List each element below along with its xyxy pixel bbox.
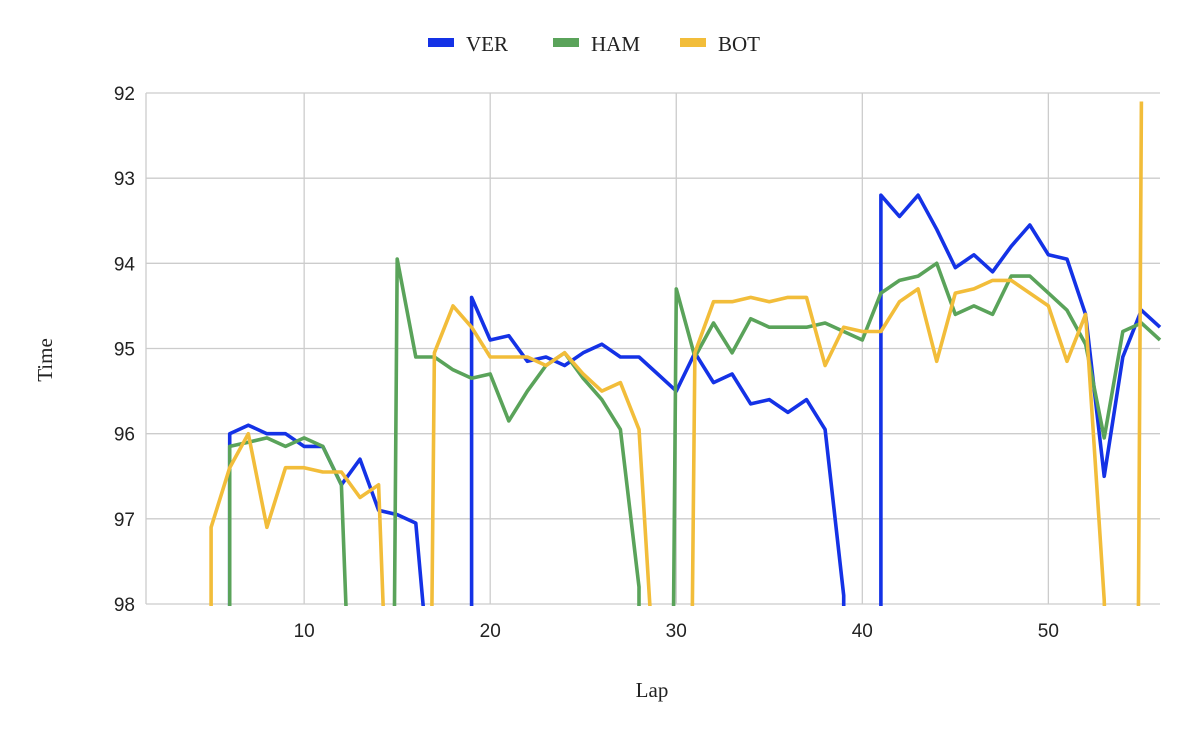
x-tick-label: 20	[480, 621, 501, 642]
legend-swatch-bot	[680, 38, 706, 47]
legend-label-ham: HAM	[591, 32, 640, 56]
y-tick-label: 94	[114, 254, 136, 275]
x-axis-title: Lap	[636, 678, 669, 702]
x-tick-label: 50	[1038, 621, 1059, 642]
gridlines	[145, 92, 1160, 605]
series-line-bot	[209, 101, 1144, 606]
x-tick-label: 10	[294, 621, 315, 642]
x-tick-label: 30	[666, 621, 687, 642]
legend-swatch-ham	[553, 38, 579, 47]
series-lines	[209, 101, 1162, 606]
legend-label-ver: VER	[466, 32, 508, 56]
legend-swatch-ver	[428, 38, 454, 47]
y-axis-title: Time	[33, 338, 57, 382]
legend-label-bot: BOT	[718, 32, 760, 56]
y-tick-label: 96	[114, 425, 135, 446]
x-tick-label: 40	[852, 621, 873, 642]
y-tick-label: 98	[114, 595, 135, 616]
legend: VER HAM BOT	[428, 32, 760, 56]
series-line-ham	[227, 257, 1162, 606]
y-tick-label: 95	[114, 340, 135, 361]
x-axis-ticks: 10 20 30 40 50	[294, 621, 1059, 642]
y-tick-label: 93	[114, 169, 135, 190]
y-tick-label: 92	[114, 84, 135, 105]
y-tick-label: 97	[114, 510, 135, 531]
y-axis-ticks: 92 93 94 95 96 97 98	[114, 84, 136, 616]
